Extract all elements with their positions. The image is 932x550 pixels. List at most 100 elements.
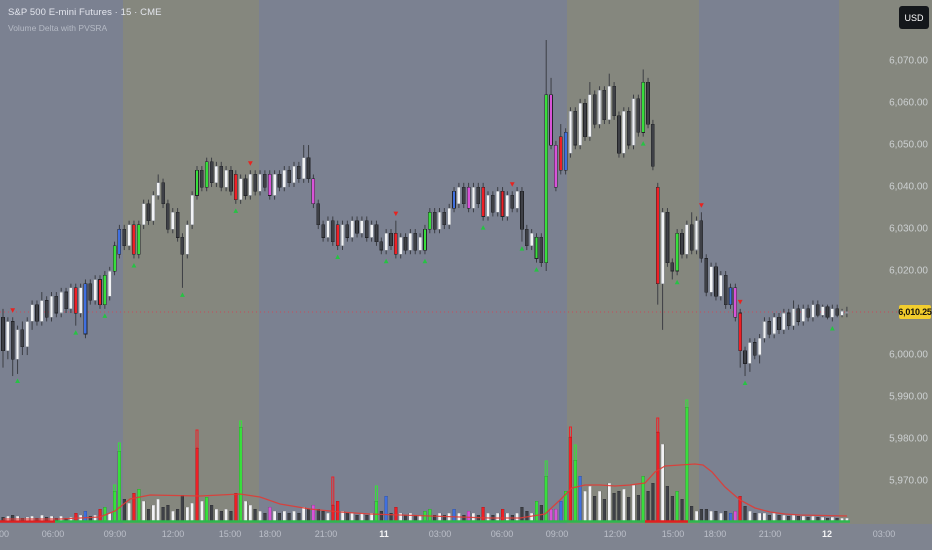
candle-body: [554, 144, 558, 188]
price-axis[interactable]: 6,070.00 6,060.00 6,050.00 6,040.00 6,030.00…: [858, 0, 932, 524]
volume-bar: [612, 492, 616, 522]
candle-body: [801, 308, 806, 322]
volume-bar: [583, 490, 587, 522]
candle-body: [88, 283, 93, 301]
buy-signal-icon: [640, 141, 646, 146]
candle-body: [718, 274, 723, 297]
volume-bar: [631, 484, 636, 522]
candle-body: [156, 182, 160, 196]
volume-bar: [728, 512, 733, 522]
volume-bar: [694, 510, 699, 522]
volume-bar: [626, 496, 631, 522]
candle-body: [524, 228, 529, 247]
candle-body: [258, 174, 262, 192]
candle-body: [733, 287, 738, 318]
volume-bar: [617, 490, 621, 522]
buy-signal-icon: [422, 258, 428, 264]
candle-body: [335, 224, 340, 247]
candle-body: [330, 220, 335, 242]
time-axis-label: 18:00: [258, 529, 282, 539]
volume-bar: [777, 514, 781, 522]
buy-signal-icon: [233, 208, 239, 213]
volume-bar: [345, 512, 350, 522]
candle-body: [845, 311, 849, 314]
volume-bar: [331, 504, 335, 522]
candle-body: [772, 316, 776, 335]
time-axis-label: 03:00: [428, 529, 452, 539]
volume-bar: [287, 512, 291, 522]
time-axis-label: 12:00: [603, 529, 627, 539]
candle-body: [122, 228, 127, 247]
candle-body: [394, 232, 398, 255]
candle-body: [505, 195, 510, 217]
volume-bar: [355, 514, 359, 522]
volume-bar: [292, 510, 296, 522]
volume-bar: [166, 504, 170, 522]
candle-body: [408, 232, 413, 251]
volume-bar: [311, 504, 316, 522]
candle-body: [452, 190, 456, 209]
candle-body: [413, 232, 418, 251]
volume-bar: [219, 510, 223, 522]
currency-button[interactable]: USD: [899, 6, 929, 29]
candle-body: [170, 211, 175, 230]
session-band: [0, 0, 123, 524]
volume-bar: [680, 498, 684, 522]
candle-body: [694, 220, 699, 251]
candle-body: [398, 237, 403, 255]
volume-bar: [568, 436, 573, 522]
candle-body: [355, 220, 359, 234]
volume-bar: [238, 426, 243, 522]
sell-signal-icon: [737, 299, 743, 305]
volume-bar: [495, 512, 500, 522]
volume-bar: [326, 512, 330, 522]
time-axis-label: 09:00: [103, 529, 127, 539]
candle-body: [345, 224, 350, 238]
candle-body: [83, 283, 88, 335]
candle-body: [558, 136, 563, 171]
sell-signal-icon: [393, 211, 399, 217]
candle-body: [297, 165, 301, 179]
volume-bar: [525, 510, 529, 522]
volume-bar: [365, 514, 369, 522]
volume-bar: [559, 500, 563, 522]
volume-bar: [190, 502, 194, 522]
candle-body: [6, 321, 10, 352]
volume-bar: [350, 512, 354, 522]
candle-body: [651, 123, 655, 167]
buy-signal-icon: [15, 378, 20, 383]
candle-body: [272, 174, 277, 196]
candle-body: [748, 342, 752, 364]
candle-body: [287, 169, 291, 184]
volume-bar: [379, 510, 384, 522]
candle-body: [30, 304, 34, 322]
volume-bar: [98, 508, 102, 522]
volume-bar: [428, 508, 432, 522]
volume-bar: [384, 495, 388, 522]
candle-body: [743, 350, 747, 364]
candle-body: [379, 241, 384, 251]
volume-bar: [253, 508, 257, 522]
candle-body: [689, 224, 694, 251]
time-axis[interactable]: 00 06:00 09:00 12:00 15:00 18:00 21:00 11 03:00 0…: [0, 524, 932, 550]
candle-body: [35, 304, 39, 322]
volume-bar: [578, 475, 582, 522]
buy-signal-icon: [480, 225, 486, 230]
candle-body: [98, 279, 102, 305]
candle-body: [830, 308, 835, 318]
volume-bar: [588, 485, 592, 522]
volume-bar: [171, 510, 175, 522]
candle-body: [461, 186, 466, 205]
volume-bar: [500, 508, 505, 522]
candle-body: [602, 90, 607, 121]
volume-bar: [646, 490, 650, 522]
price-axis-label: 6,070.00: [889, 55, 928, 67]
candle-body: [141, 203, 146, 226]
candle-body: [515, 190, 519, 209]
candle-body: [277, 174, 282, 188]
volume-bar: [714, 510, 718, 522]
volume-bar: [214, 508, 219, 522]
candle-body: [466, 186, 471, 209]
candle-body: [820, 306, 825, 316]
